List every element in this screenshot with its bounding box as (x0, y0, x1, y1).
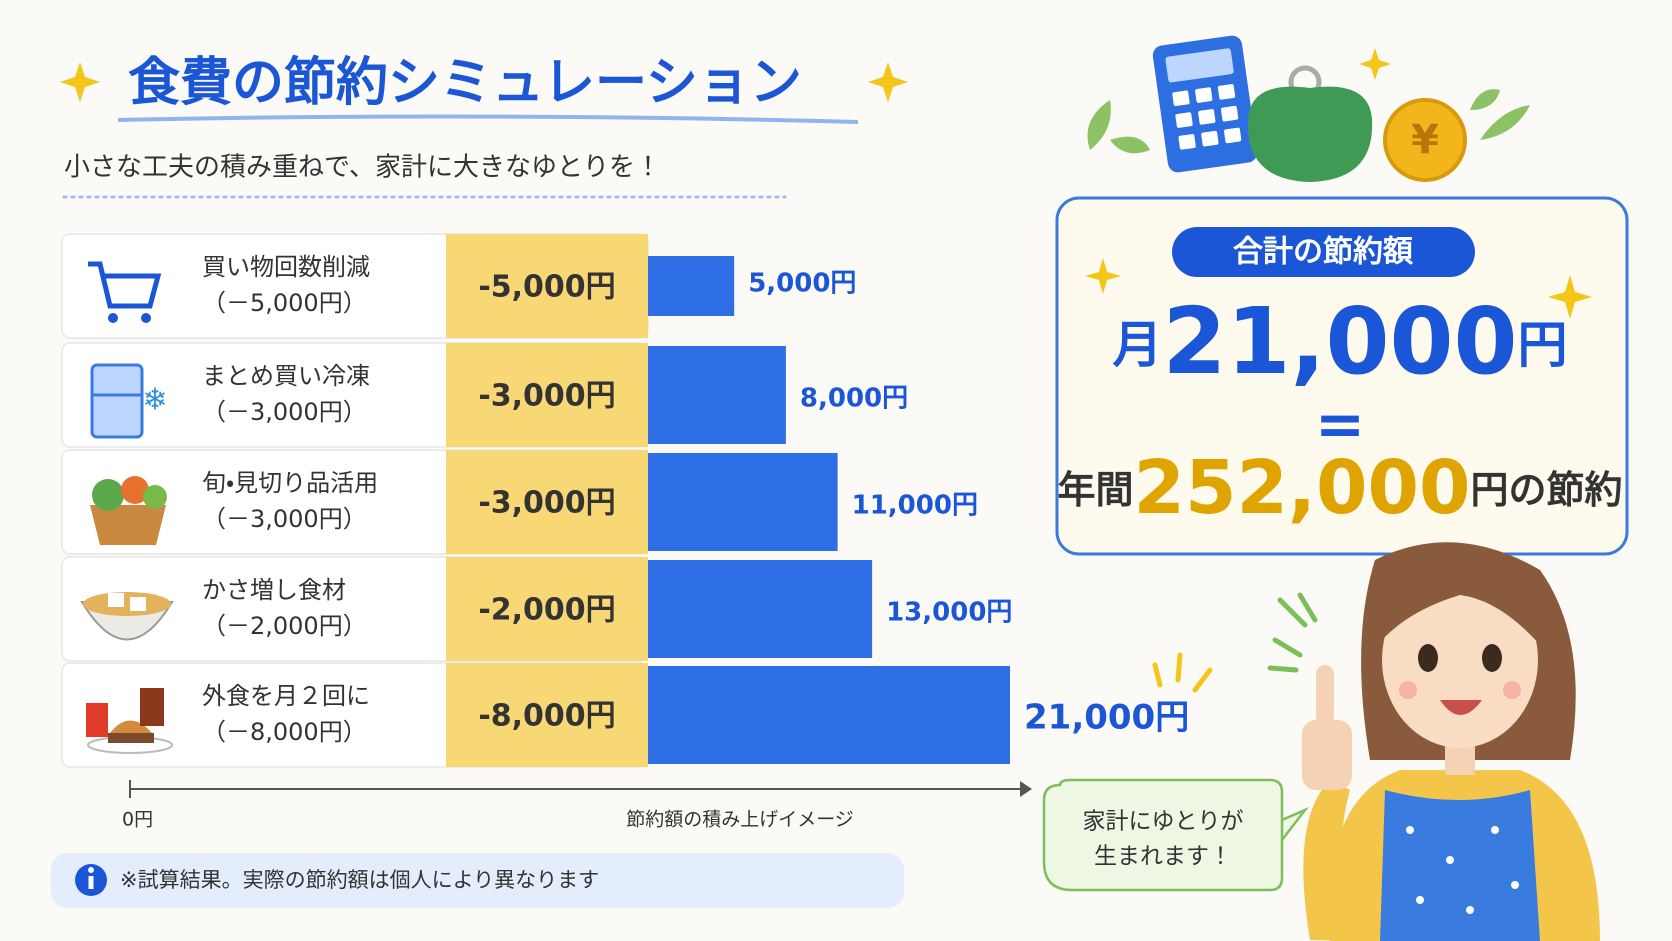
bar (648, 256, 735, 316)
x-start-label: 0円 (122, 809, 153, 831)
monthly-total: 月21,000円 (1112, 288, 1567, 395)
x-axis-label: 節約額の積み上げイメージ (626, 809, 854, 831)
row: ❄ まとめ買い冷凍 （－3,000円） -3,000円 8,000円 (61, 342, 908, 448)
axis-arrow (1020, 781, 1032, 797)
summary-box (1055, 196, 1629, 556)
saving-amount: -8,000円 (478, 699, 615, 734)
yearly-total: 年間252,000円の節約 (1057, 445, 1622, 531)
sparkle (868, 62, 908, 102)
svg-text:¥: ¥ (1411, 117, 1439, 163)
saving-amount: -3,000円 (478, 379, 615, 414)
summary-badge-text: 合計の節約額 (1233, 235, 1414, 270)
saving-cell (446, 663, 648, 767)
item-note: （－5,000円） (202, 289, 367, 317)
value-label: 11,000円 (852, 491, 978, 521)
speech-line: 生まれます！ (1094, 844, 1232, 870)
icon (108, 313, 118, 323)
row: 外食を月２回に （－8,000円） -8,000円 21,000円 (61, 662, 1189, 768)
title-underline (117, 114, 859, 124)
icon (92, 479, 124, 511)
icon (108, 593, 124, 607)
row: 買い物回数削減 （－5,000円） -5,000円 5,000円 (61, 233, 856, 339)
row: 旬・見切り品活用 （－3,000円） -3,000円 11,000円 (61, 449, 978, 555)
speech-bubble (1042, 778, 1309, 892)
row: かさ増し食材 （－2,000円） -2,000円 13,000円 (61, 556, 1012, 662)
summary-badge (1172, 227, 1475, 277)
month-prefix: 月 (1112, 316, 1162, 374)
item-name: かさ増し食材 (202, 576, 346, 604)
saving-amount: -2,000円 (478, 593, 615, 628)
subtitle: 小さな工夫の積み重ねで、家計に大きなゆとりを！ (64, 153, 661, 183)
item-name: 買い物回数削減 (202, 253, 370, 281)
icon (88, 261, 162, 309)
icon (130, 597, 146, 611)
item-name: まとめ買い冷凍 (202, 362, 370, 390)
value-label: 8,000円 (800, 384, 908, 414)
sparkle (1548, 275, 1592, 319)
value-label: 13,000円 (886, 598, 1012, 628)
yearly-amount: 252,000 (1133, 445, 1470, 531)
item-note: （－2,000円） (202, 612, 367, 640)
equals: = (1315, 390, 1365, 460)
rows: 買い物回数削減 （－5,000円） -5,000円 5,000円 ❄ まとめ買い冷凍 （－3… (61, 233, 1189, 768)
icon (90, 363, 144, 439)
item-note: （－3,000円） (202, 505, 367, 533)
item-note: （－8,000円） (202, 718, 367, 746)
icon (86, 703, 108, 737)
monthly-amount: 21,000 (1162, 288, 1517, 395)
money-icons: ¥ (1087, 35, 1530, 182)
icon (90, 505, 166, 545)
icon (110, 720, 152, 733)
saving-cell (446, 234, 648, 338)
icon: ❄ (142, 383, 167, 418)
value-label: 5,000円 (748, 269, 856, 299)
monthly-unit: 円 (1518, 316, 1568, 374)
info-icon-bar (88, 876, 94, 889)
icon (140, 688, 164, 726)
icon (121, 476, 149, 504)
bar (648, 666, 1010, 764)
item-name: 旬・見切り品活用 (202, 469, 378, 497)
year-prefix: 年間 (1057, 468, 1133, 512)
note-box (51, 853, 904, 908)
bar (648, 560, 873, 658)
icon (108, 733, 154, 743)
note: ※試算結果。実際の節約額は個人により異なります (120, 868, 599, 892)
item-note: （－3,000円） (202, 398, 367, 426)
icon (143, 485, 167, 509)
year-suffix: 円の節約 (1471, 468, 1623, 512)
value-label: 21,000円 (1024, 698, 1189, 738)
icon (83, 592, 171, 616)
sparkle (60, 62, 100, 102)
icon (141, 313, 151, 323)
woman-illustration (1152, 542, 1600, 941)
saving-cell (446, 450, 648, 554)
saving-cell (446, 343, 648, 447)
info-icon-dot (88, 867, 94, 873)
bar (648, 346, 786, 444)
saving-amount: -3,000円 (478, 486, 615, 521)
bar (648, 453, 838, 551)
sparkle (1085, 258, 1121, 294)
item-name: 外食を月２回に (202, 682, 370, 710)
saving-amount: -5,000円 (478, 270, 615, 305)
chart-title: 食費の節約シミュレーション (128, 53, 802, 113)
speech-line: 家計にゆとりが (1083, 809, 1244, 835)
saving-cell (446, 557, 648, 661)
